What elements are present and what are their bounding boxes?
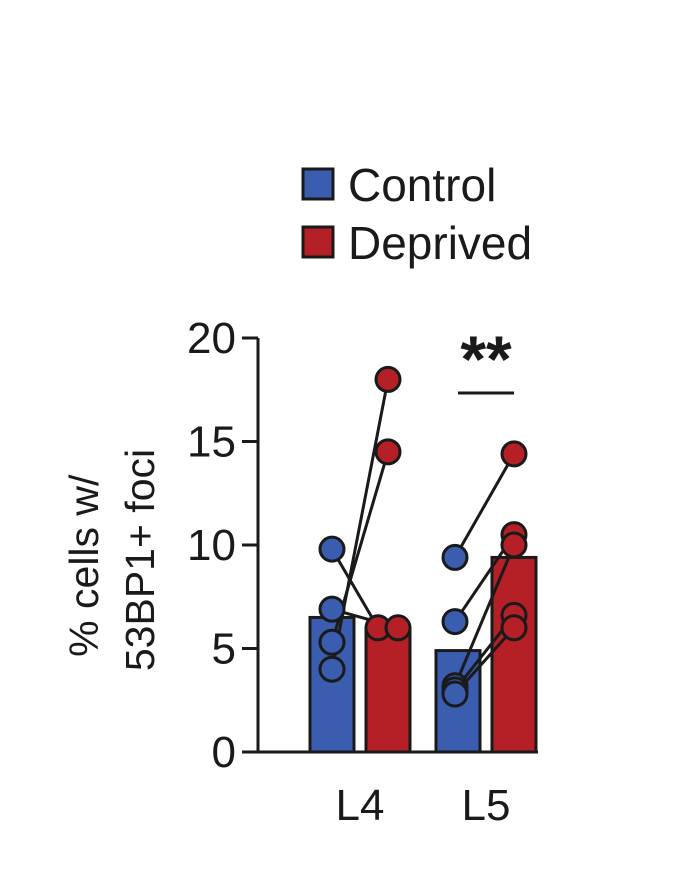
bar-deprived-l4 bbox=[366, 628, 410, 752]
y-axis-label-line-2: 53BP1+ foci bbox=[117, 449, 163, 671]
legend-swatch-deprived bbox=[303, 227, 333, 257]
point-deprived-l5-3 bbox=[502, 533, 526, 557]
point-control-l4-4 bbox=[320, 657, 344, 681]
y-tick-label-0: 0 bbox=[212, 728, 236, 777]
bar-deprived-l5 bbox=[492, 557, 536, 752]
y-axis-label-line-1: % cells w/ bbox=[61, 474, 107, 657]
y-tick-label-5: 5 bbox=[212, 625, 236, 674]
point-control-l4-2 bbox=[320, 597, 344, 621]
point-control-l4-3 bbox=[320, 630, 344, 654]
significance-annotation: ** bbox=[458, 322, 514, 396]
point-deprived-l4-2 bbox=[386, 616, 410, 640]
x-tick-label-l4: L4 bbox=[336, 781, 385, 830]
legend-label-deprived: Deprived bbox=[348, 217, 532, 269]
point-control-l5-2 bbox=[443, 610, 467, 634]
point-deprived-l5-1 bbox=[502, 442, 526, 466]
point-control-l5-1 bbox=[443, 545, 467, 569]
y-tick-label-20: 20 bbox=[187, 314, 236, 363]
legend-swatch-control bbox=[303, 169, 333, 199]
y-tick-label-15: 15 bbox=[187, 418, 236, 467]
legend-label-control: Control bbox=[348, 159, 496, 211]
x-tick-label-l5: L5 bbox=[462, 781, 511, 830]
point-control-l5-5 bbox=[443, 682, 467, 706]
point-deprived-l4-3 bbox=[376, 440, 400, 464]
point-deprived-l4-4 bbox=[376, 367, 400, 391]
legend: Control Deprived bbox=[303, 159, 532, 269]
y-tick-label-10: 10 bbox=[187, 521, 236, 570]
point-deprived-l5-5 bbox=[502, 616, 526, 640]
point-control-l4-1 bbox=[320, 537, 344, 561]
y-axis-label: % cells w/ 53BP1+ foci bbox=[61, 449, 163, 671]
bars bbox=[310, 557, 536, 752]
significance-stars: ** bbox=[460, 322, 512, 396]
paired-lines bbox=[332, 379, 514, 694]
